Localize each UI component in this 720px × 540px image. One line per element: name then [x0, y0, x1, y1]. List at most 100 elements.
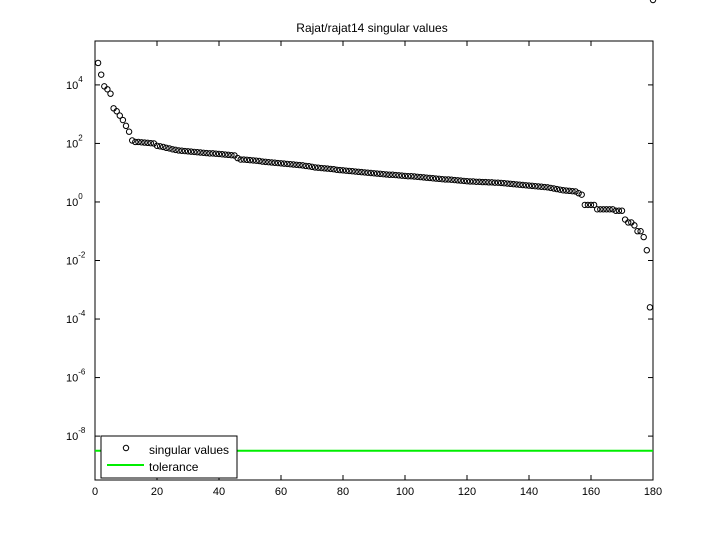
data-point: [339, 167, 347, 174]
plot-frame: [94, 40, 654, 481]
data-point: [389, 171, 396, 178]
data-point: [618, 207, 626, 214]
data-point: [287, 161, 294, 168]
data-point: [311, 164, 319, 171]
data-point: [383, 171, 390, 178]
data-point: [181, 147, 189, 155]
data-point: [324, 165, 331, 172]
data-point: [411, 173, 418, 180]
data-point: [280, 160, 288, 167]
data-point: [569, 187, 576, 195]
data-point: [246, 156, 254, 164]
data-point: [315, 164, 322, 171]
data-point: [327, 165, 334, 173]
data-point: [122, 122, 130, 130]
data-point: [194, 149, 201, 156]
data-point: [215, 150, 223, 158]
x-tick-label: 20: [151, 486, 163, 498]
data-point: [401, 172, 409, 180]
data-point: [200, 149, 207, 156]
data-point: [590, 201, 598, 209]
plot-axes: 0 20 40 60 80 100 120 140 160 18010410210010-210-…: [66, 40, 662, 498]
x-tick-label: 60: [275, 486, 287, 498]
data-point: [649, 0, 657, 4]
data-point: [395, 172, 402, 179]
data-point: [408, 173, 415, 180]
data-point: [597, 206, 604, 213]
data-point: [473, 178, 480, 185]
data-point: [256, 157, 263, 165]
data-point: [153, 142, 161, 149]
data-point: [556, 186, 564, 193]
data-point: [501, 180, 508, 187]
data-point: [482, 178, 489, 186]
data-point: [132, 138, 139, 146]
singular-values-series: [94, 0, 657, 311]
data-point: [606, 206, 613, 213]
data-point: [575, 189, 582, 197]
x-tick-label: 80: [337, 486, 349, 498]
data-point: [516, 181, 523, 188]
data-point: [451, 176, 458, 184]
data-point: [178, 147, 186, 154]
data-point: [218, 151, 226, 158]
data-point: [305, 163, 313, 170]
data-point: [603, 206, 610, 213]
data-point: [563, 187, 570, 194]
data-point: [442, 176, 449, 183]
data-point: [414, 173, 421, 180]
data-point: [293, 161, 300, 168]
x-tick-label: 180: [644, 486, 662, 498]
data-point: [435, 175, 443, 183]
data-point: [417, 173, 424, 181]
data-point: [237, 156, 244, 163]
data-point: [147, 139, 155, 147]
data-point: [259, 158, 266, 165]
data-point: [346, 167, 353, 175]
data-point: [640, 233, 647, 241]
data-point: [94, 59, 102, 67]
data-point: [358, 168, 365, 176]
y-tick-base: 10: [66, 314, 78, 326]
data-point: [423, 174, 430, 181]
data-point: [129, 137, 136, 144]
data-point: [228, 151, 235, 159]
y-tick-label: 10-2: [66, 251, 86, 268]
data-point: [513, 181, 520, 188]
data-point: [271, 159, 278, 166]
data-point: [392, 171, 399, 179]
y-tick-base: 10: [66, 80, 78, 92]
data-point: [377, 170, 384, 178]
data-point: [163, 144, 170, 152]
x-tick-label: 40: [213, 486, 225, 498]
data-point: [426, 174, 433, 182]
data-point: [156, 143, 164, 150]
data-point: [209, 150, 217, 157]
data-point: [457, 177, 464, 184]
data-point: [367, 169, 375, 177]
data-point: [135, 138, 142, 146]
data-point: [370, 170, 378, 177]
data-point: [206, 150, 213, 157]
data-point: [299, 162, 306, 169]
data-point: [184, 148, 192, 155]
data-point: [191, 148, 198, 156]
data-point: [240, 156, 248, 163]
data-point: [609, 206, 616, 213]
data-point: [336, 166, 344, 174]
y-tick-label: 10-6: [66, 368, 86, 385]
data-point: [274, 159, 282, 167]
y-tick-exponent: -8: [78, 426, 86, 435]
data-point: [98, 71, 105, 78]
chart-title: Rajat/rajat14 singular values: [296, 21, 447, 35]
data-point: [466, 178, 474, 185]
data-point: [386, 171, 393, 178]
data-point: [404, 173, 412, 180]
data-point: [429, 175, 437, 182]
data-point: [448, 176, 455, 183]
legend-label-tolerance: tolerance: [149, 460, 199, 474]
data-point: [532, 182, 539, 190]
data-point: [643, 247, 650, 254]
data-point: [197, 149, 204, 156]
